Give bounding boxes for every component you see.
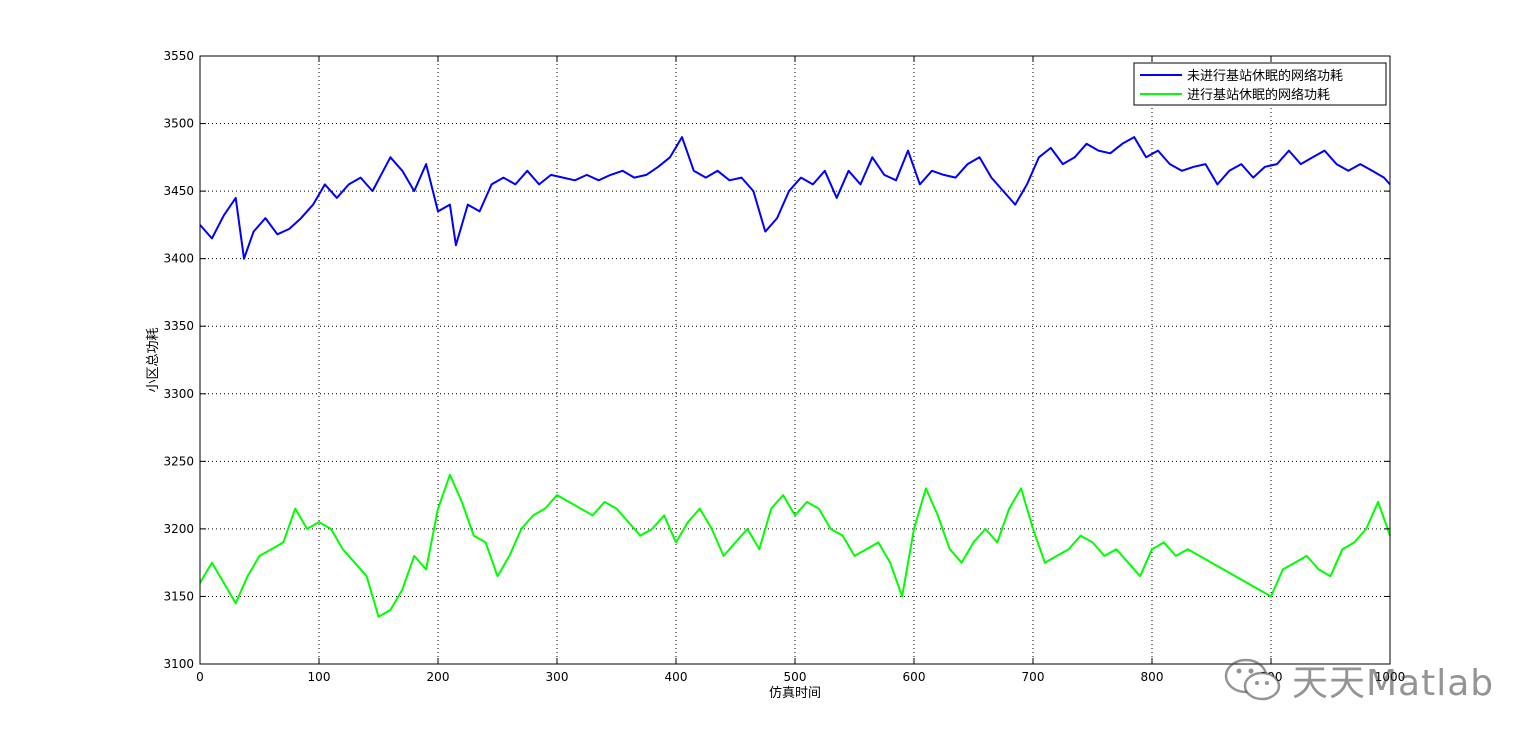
x-tick-label: 300 <box>546 670 569 684</box>
x-tick-label: 0 <box>196 670 204 684</box>
legend: 未进行基站休眠的网络功耗 进行基站休眠的网络功耗 <box>1133 62 1387 106</box>
series-line-sleep <box>199 473 1391 618</box>
x-tick-label: 400 <box>665 670 688 684</box>
x-tick-label: 1000 <box>1375 670 1406 684</box>
legend-box <box>1133 62 1387 106</box>
legend-label-sleep: 进行基站休眠的网络功耗 <box>1187 87 1330 103</box>
y-tick-label: 3200 <box>163 522 194 536</box>
ticks: 0100200300400500600700800900100031003150… <box>163 49 1405 684</box>
series-group <box>199 136 1391 618</box>
watermark-text: 天天Matlab <box>1292 663 1495 704</box>
watermark: 天天Matlab <box>1222 650 1494 710</box>
series-line-no-sleep <box>199 136 1391 260</box>
x-tick-label: 700 <box>1022 670 1045 684</box>
y-tick-label: 3450 <box>163 184 194 198</box>
y-tick-label: 3250 <box>163 454 194 468</box>
x-tick-label: 100 <box>308 670 331 684</box>
y-tick-label: 3100 <box>163 657 194 671</box>
legend-label-no-sleep: 未进行基站休眠的网络功耗 <box>1187 68 1343 84</box>
y-axis-label: 小区总功耗 <box>146 327 161 392</box>
y-tick-label: 3400 <box>163 252 194 266</box>
x-axis-label: 仿真时间 <box>769 686 821 701</box>
y-tick-label: 3150 <box>163 589 194 603</box>
y-tick-label: 3350 <box>163 319 194 333</box>
y-tick-label: 3300 <box>163 387 194 401</box>
y-tick-label: 3550 <box>163 49 194 63</box>
y-tick-label: 3500 <box>163 117 194 131</box>
grid <box>200 56 1390 664</box>
x-tick-label: 600 <box>903 670 926 684</box>
x-tick-label: 200 <box>427 670 450 684</box>
x-tick-label: 800 <box>1141 670 1164 684</box>
x-tick-label: 500 <box>784 670 807 684</box>
wechat-icon <box>1224 658 1281 701</box>
